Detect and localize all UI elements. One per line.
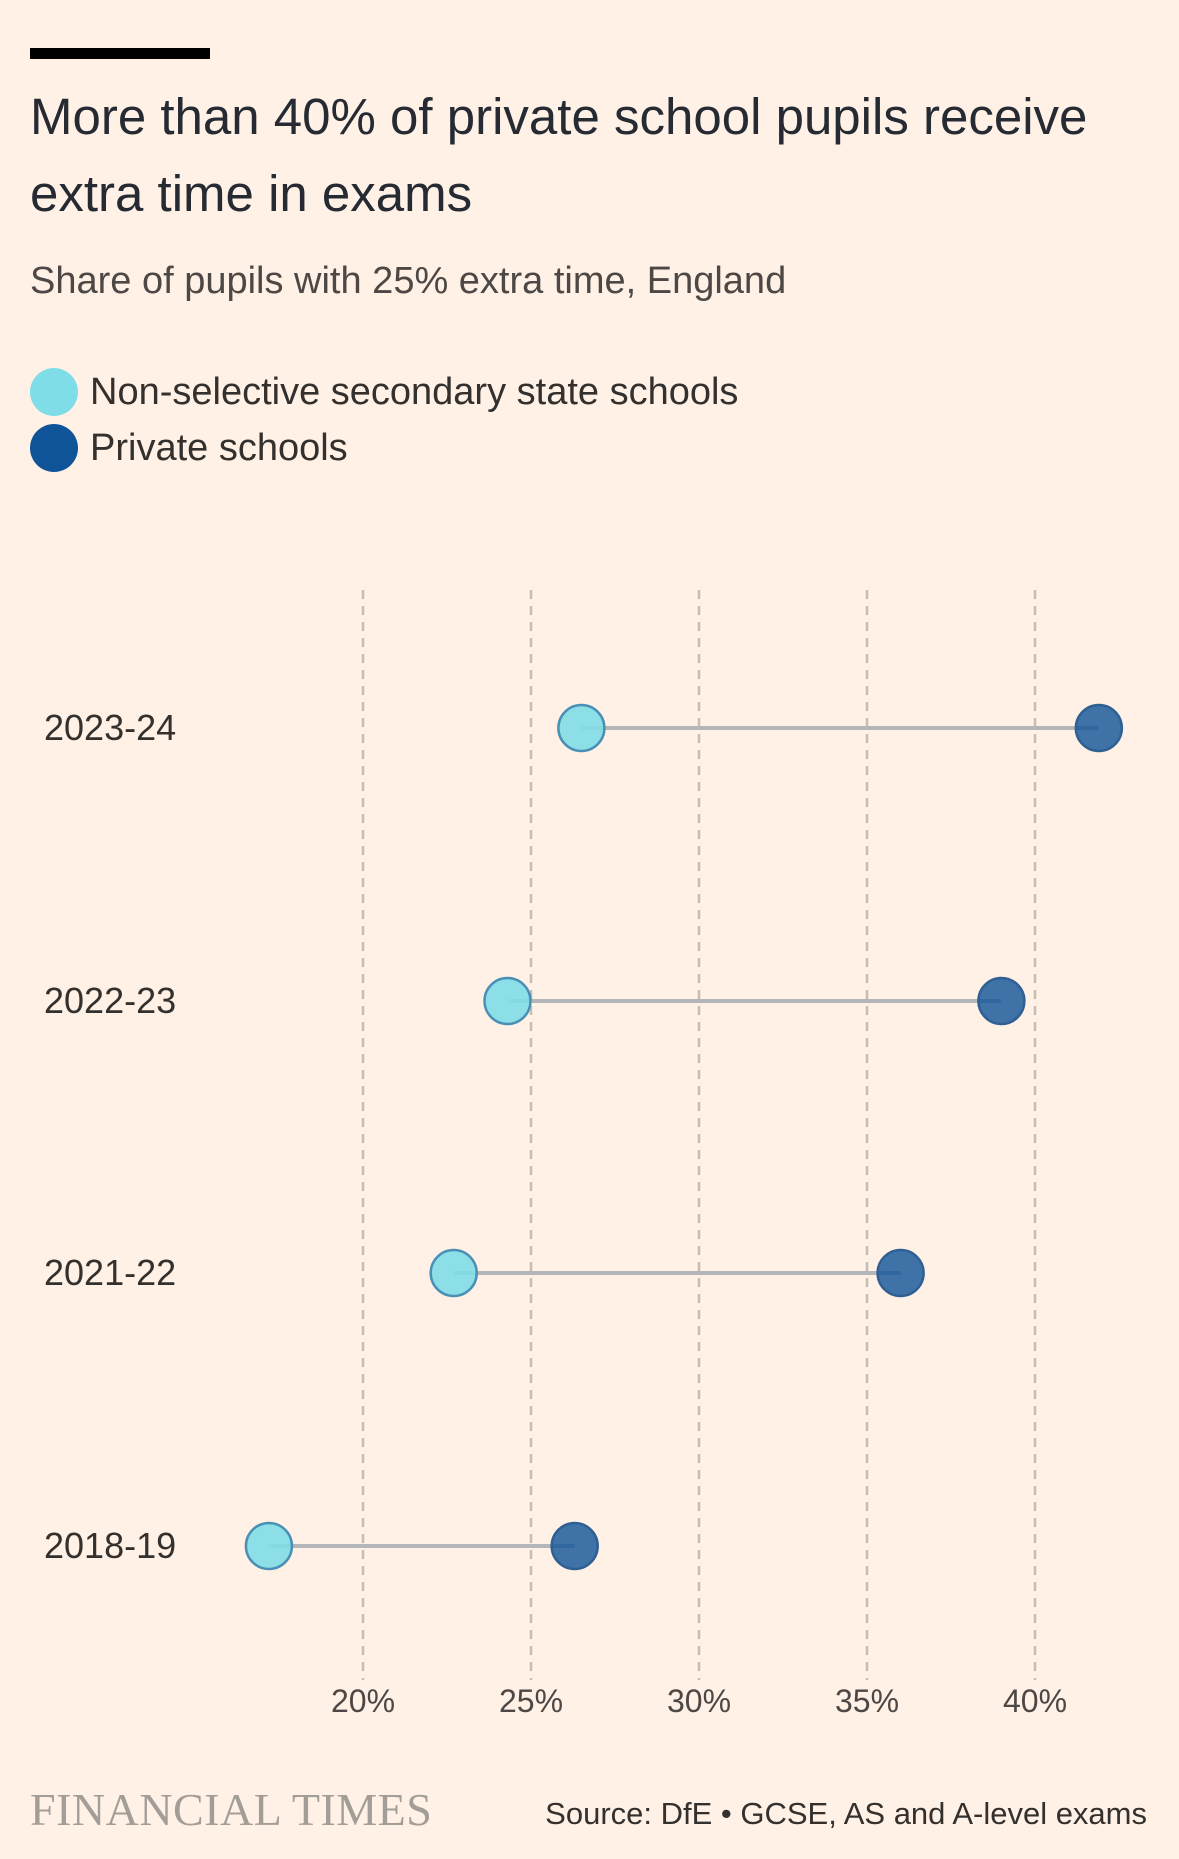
row-label: 2022-23 [44,980,176,1021]
point-state-2018-19 [244,1521,294,1571]
source-note: Source: DfE • GCSE, AS and A-level exams [545,1796,1147,1831]
point-private-2018-19 [550,1521,599,1571]
point-state-2021-22 [429,1248,478,1298]
x-tick-label: 30% [667,1683,731,1719]
x-tick-label: 35% [835,1683,899,1719]
legend-label-private: Private schools [90,426,348,469]
legend-label-state: Non-selective secondary state schools [90,370,739,413]
legend: Non-selective secondary state schools Pr… [30,364,738,476]
legend-item-state: Non-selective secondary state schools [30,364,738,420]
row-label: 2021-22 [44,1252,176,1293]
dumbbell-chart: 20% 25% 30% 35% 40% 2023-24 2022-23 2021-22 2018… [44,590,1124,1719]
row-label: 2018-19 [44,1525,176,1566]
point-private-2021-22 [876,1248,925,1298]
x-tick-label: 25% [499,1683,563,1719]
chart-subtitle: Share of pupils with 25% extra time, Eng… [30,260,787,302]
ft-logo: FINANCIAL TIMES [30,1784,433,1835]
chart-title: More than 40% of private school pupils r… [30,88,1088,222]
legend-swatch-state [30,368,78,416]
x-tick-label: 20% [331,1683,395,1719]
point-state-2022-23 [483,976,532,1026]
point-private-2022-23 [977,976,1026,1026]
row-label: 2023-24 [44,707,176,748]
legend-item-private: Private schools [30,420,738,476]
top-accent-bar [30,48,210,59]
legend-swatch-private [30,424,78,472]
point-private-2023-24 [1074,703,1124,753]
x-tick-label: 40% [1003,1683,1067,1719]
point-state-2023-24 [557,703,606,753]
